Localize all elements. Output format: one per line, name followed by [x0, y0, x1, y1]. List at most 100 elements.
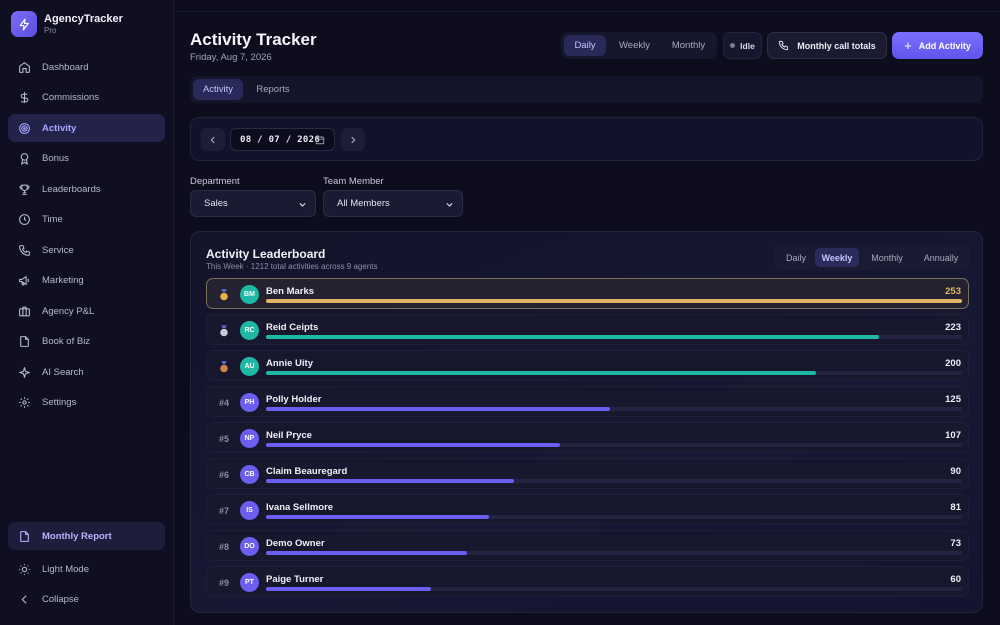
avatar: DO	[240, 537, 259, 556]
period-weekly[interactable]: Weekly	[619, 40, 650, 51]
main-content: Activity Tracker Friday, Aug 7, 2026 Dai…	[175, 0, 1000, 625]
sidebar-item-label: AI Search	[42, 366, 84, 378]
leaderboard-row[interactable]: #5 NP Neil Pryce 107	[206, 422, 969, 453]
chevron-left-icon	[21, 594, 27, 604]
sidebar-item-book-of-biz[interactable]: Book of Biz	[8, 328, 165, 356]
chevron-right-icon	[351, 136, 356, 143]
period-monthly[interactable]: Monthly	[671, 40, 706, 51]
tab-reports[interactable]: Reports	[256, 84, 290, 95]
sidebar-item-label: Time	[42, 214, 63, 225]
sidebar-item-settings[interactable]: Settings	[8, 389, 165, 417]
sidebar-item-time[interactable]: Time	[8, 206, 165, 234]
plus-icon: +	[904, 37, 912, 53]
collapse-button[interactable]: Collapse	[8, 585, 165, 613]
add-activity-label: Add Activity	[918, 40, 971, 51]
sidebar-nav: Dashboard Commissions Activity Bonus Lea…	[8, 53, 165, 419]
department-label: Department	[190, 176, 240, 187]
lightning-icon	[11, 11, 37, 37]
agent-name: Ben Marks	[266, 286, 315, 297]
leaderboard-row[interactable]: RC Reid Ceipts 223	[206, 314, 969, 345]
rank-label: #5	[218, 433, 229, 444]
megaphone-icon	[19, 275, 30, 286]
leaderboard-row[interactable]: BM Ben Marks 253	[206, 278, 969, 309]
sun-icon	[19, 563, 30, 575]
range-annually[interactable]: Annually	[923, 252, 959, 263]
leaderboard-row[interactable]: #4 PH Polly Holder 125	[206, 386, 969, 417]
add-activity-button[interactable]: + Add Activity	[892, 32, 983, 59]
rank-label: #4	[218, 397, 229, 408]
progress-track	[266, 551, 962, 555]
leaderboard-row[interactable]: #8 DO Demo Owner 73	[206, 530, 969, 561]
sidebar-item-leaderboards[interactable]: Leaderboards	[8, 175, 165, 203]
previous-day-button[interactable]	[201, 128, 225, 151]
department-select[interactable]: Sales	[190, 190, 316, 217]
activity-count: 125	[945, 394, 961, 405]
leaderboard-row[interactable]: #6 CB Claim Beauregard 90	[206, 458, 969, 489]
brand[interactable]: AgencyTracker Pro	[11, 11, 123, 37]
status-dot	[730, 43, 736, 48]
avatar: NP	[240, 429, 259, 448]
light-mode-label: Light Mode	[42, 563, 90, 575]
sidebar-item-label: Dashboard	[42, 61, 89, 73]
date-input[interactable]: 08 / 07 / 2026	[230, 128, 335, 151]
next-day-button[interactable]	[341, 128, 365, 151]
agent-name: Claim Beauregard	[266, 466, 348, 477]
sidebar-item-label: Leaderboards	[42, 183, 101, 195]
avatar: PT	[240, 573, 259, 592]
period-toggle: Daily Weekly Monthly	[561, 32, 717, 59]
period-daily[interactable]: Daily	[564, 35, 606, 56]
sidebar-item-label: Bonus	[42, 153, 69, 164]
leaderboard-title: Activity Leaderboard	[206, 247, 326, 261]
monthly-report-button[interactable]: Monthly Report	[8, 522, 165, 550]
leaderboard-row[interactable]: #9 PT Paige Turner 60	[206, 566, 969, 597]
progress-track	[266, 371, 962, 375]
top-divider	[175, 11, 1000, 12]
monthly-report-label: Monthly Report	[42, 530, 112, 542]
sidebar-item-bonus[interactable]: Bonus	[8, 145, 165, 173]
tab-activity[interactable]: Activity	[193, 79, 243, 100]
sidebar-item-commissions[interactable]: Commissions	[8, 84, 165, 112]
range-weekly[interactable]: Weekly	[815, 248, 859, 267]
page-date: Friday, Aug 7, 2026	[190, 52, 272, 63]
status-label: Idle	[740, 40, 755, 51]
rank-label: #7	[218, 505, 229, 516]
medal-silver-icon	[212, 315, 236, 346]
progress-track	[266, 479, 962, 483]
medal-gold-icon	[212, 279, 236, 310]
progress-fill	[266, 515, 489, 519]
range-daily[interactable]: Daily	[785, 252, 806, 263]
sidebar-item-ai-search[interactable]: AI Search	[8, 358, 165, 386]
avatar: PH	[240, 393, 259, 412]
home-icon	[19, 61, 30, 73]
rank-label: #6	[218, 469, 229, 480]
date-navigator: 08 / 07 / 2026	[190, 117, 983, 161]
rank-label: #8	[218, 541, 229, 552]
activity-count: 253	[945, 286, 961, 297]
progress-track	[266, 515, 962, 519]
team-member-select[interactable]: All Members	[323, 190, 463, 217]
avatar: IS	[240, 501, 259, 520]
sidebar-item-agency-pl[interactable]: Agency P&L	[8, 297, 165, 325]
agent-name: Neil Pryce	[266, 430, 312, 441]
date-value: 08 / 07 / 2026	[240, 134, 321, 145]
avatar: BM	[240, 285, 259, 304]
page-title: Activity Tracker	[190, 30, 317, 49]
status-badge: Idle	[723, 32, 762, 59]
sidebar-item-marketing[interactable]: Marketing	[8, 267, 165, 295]
leaderboard-row[interactable]: #7 IS Ivana Sellmore 81	[206, 494, 969, 525]
progress-track	[266, 335, 962, 339]
leaderboard-row[interactable]: AU Annie Uity 200	[206, 350, 969, 381]
progress-fill	[266, 335, 880, 339]
sidebar-item-activity[interactable]: Activity	[8, 114, 165, 142]
calendar-icon[interactable]	[315, 135, 325, 145]
sidebar-footer: Monthly Report Light Mode Collapse	[8, 522, 165, 613]
sidebar-item-dashboard[interactable]: Dashboard	[8, 53, 165, 81]
monthly-call-totals-button[interactable]: Monthly call totals	[767, 32, 887, 59]
sidebar-item-service[interactable]: Service	[8, 236, 165, 264]
progress-fill	[266, 479, 514, 483]
agent-name: Paige Turner	[266, 574, 324, 585]
team-member-value: All Members	[337, 198, 390, 209]
range-monthly[interactable]: Monthly	[871, 252, 903, 263]
activity-count: 90	[950, 466, 961, 477]
light-mode-toggle[interactable]: Light Mode	[8, 555, 165, 583]
